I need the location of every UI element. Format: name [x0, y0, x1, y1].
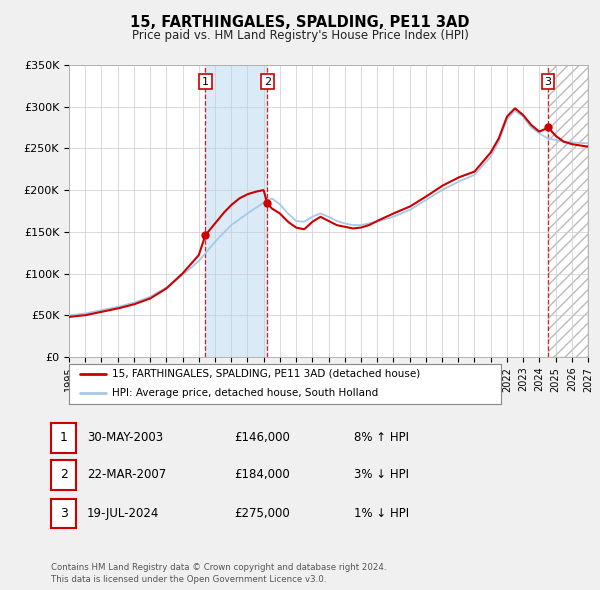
Text: £184,000: £184,000	[234, 468, 290, 481]
Text: Contains HM Land Registry data © Crown copyright and database right 2024.
This d: Contains HM Land Registry data © Crown c…	[51, 563, 386, 584]
Text: 1: 1	[59, 431, 68, 444]
Text: 8% ↑ HPI: 8% ↑ HPI	[354, 431, 409, 444]
Text: 3: 3	[545, 77, 551, 87]
Text: 2: 2	[59, 468, 68, 481]
Text: HPI: Average price, detached house, South Holland: HPI: Average price, detached house, Sout…	[112, 388, 379, 398]
Text: 3: 3	[59, 507, 68, 520]
Text: £146,000: £146,000	[234, 431, 290, 444]
Text: 22-MAR-2007: 22-MAR-2007	[87, 468, 166, 481]
Text: 15, FARTHINGALES, SPALDING, PE11 3AD: 15, FARTHINGALES, SPALDING, PE11 3AD	[130, 15, 470, 30]
Text: 2: 2	[263, 77, 271, 87]
Text: 3% ↓ HPI: 3% ↓ HPI	[354, 468, 409, 481]
Text: 30-MAY-2003: 30-MAY-2003	[87, 431, 163, 444]
Text: £275,000: £275,000	[234, 507, 290, 520]
Bar	[548, 65, 588, 357]
Text: 19-JUL-2024: 19-JUL-2024	[87, 507, 160, 520]
Text: 1: 1	[202, 77, 209, 87]
Bar	[205, 65, 267, 357]
Text: 15, FARTHINGALES, SPALDING, PE11 3AD (detached house): 15, FARTHINGALES, SPALDING, PE11 3AD (de…	[112, 369, 421, 379]
Bar	[548, 65, 588, 357]
Text: Price paid vs. HM Land Registry's House Price Index (HPI): Price paid vs. HM Land Registry's House …	[131, 30, 469, 42]
Text: 1% ↓ HPI: 1% ↓ HPI	[354, 507, 409, 520]
